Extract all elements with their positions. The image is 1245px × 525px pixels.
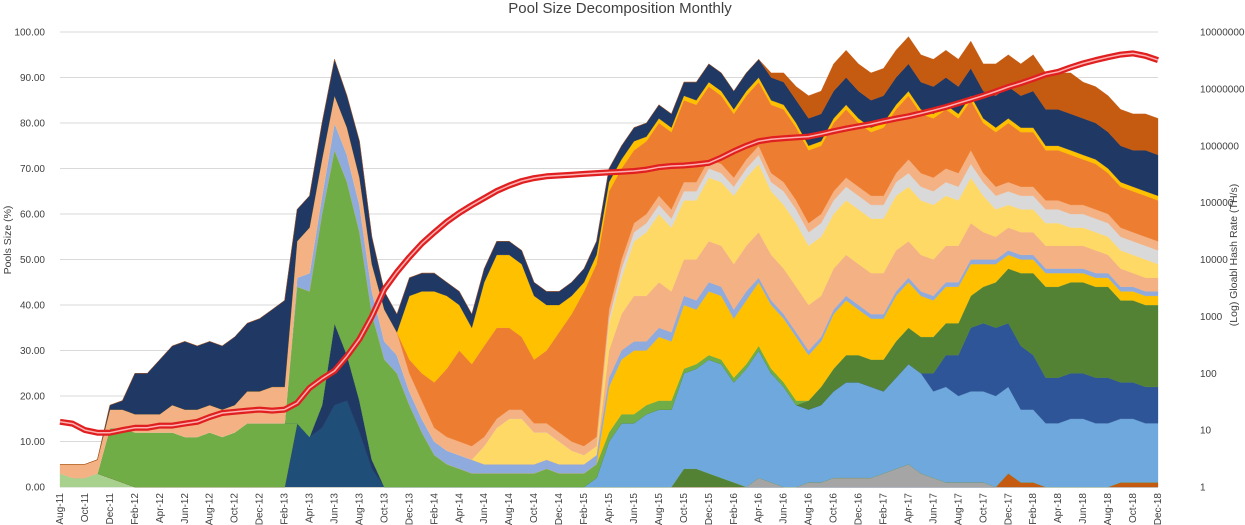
x-tick-label: Feb-16 bbox=[729, 493, 740, 525]
x-tick-label: Aug-18 bbox=[1103, 493, 1114, 525]
x-tick-label: Apr-17 bbox=[904, 493, 915, 523]
x-tick-label: Feb-14 bbox=[429, 493, 440, 525]
y2-tick-label: 10000000 bbox=[1200, 84, 1245, 95]
x-tick-label: Dec-14 bbox=[554, 493, 565, 525]
x-tick-label: Aug-11 bbox=[55, 493, 66, 525]
x-tick-label: Apr-18 bbox=[1053, 493, 1064, 523]
x-tick-label: Dec-16 bbox=[854, 493, 865, 525]
x-tick-label: Oct-12 bbox=[230, 493, 241, 523]
y2-tick-label: 100000 bbox=[1200, 198, 1234, 209]
x-tick-label: Aug-13 bbox=[355, 493, 366, 525]
x-tick-label: Dec-11 bbox=[105, 493, 116, 525]
y2-tick-label: 10 bbox=[1200, 426, 1212, 437]
x-tick-label: Oct-14 bbox=[529, 493, 540, 523]
hash-rate-line-inner bbox=[59, 52, 1159, 434]
x-tick-label: Jun-13 bbox=[330, 493, 341, 524]
stacked-areas bbox=[59, 36, 1159, 488]
x-tick-label: Feb-17 bbox=[879, 493, 890, 525]
x-tick-label: Feb-18 bbox=[1028, 493, 1039, 525]
y-tick-label: 60.00 bbox=[20, 210, 45, 221]
x-tick-label: Aug-17 bbox=[953, 493, 964, 525]
x-axis-ticks: Aug-11 Oct-11 Dec-11 Feb-12 Apr-12 Jun-12 Aug-… bbox=[55, 493, 1164, 525]
y-tick-label: 40.00 bbox=[20, 301, 45, 312]
y2-axis-ticks: 1 10 100 1000 10000 100000 1000000 10000000 1000… bbox=[1200, 28, 1245, 494]
y-tick-label: 50.00 bbox=[20, 255, 45, 266]
x-tick-label: Dec-15 bbox=[704, 493, 715, 525]
x-tick-label: Dec-13 bbox=[404, 493, 415, 525]
x-tick-label: Jun-14 bbox=[479, 493, 490, 524]
x-tick-label: Feb-12 bbox=[130, 493, 141, 525]
x-tick-label: Jun-12 bbox=[180, 493, 191, 524]
y2-tick-label: 1000 bbox=[1200, 312, 1223, 323]
x-tick-label: Jun-18 bbox=[1078, 493, 1089, 524]
x-tick-label: Apr-15 bbox=[604, 493, 615, 523]
x-tick-label: Oct-18 bbox=[1128, 493, 1139, 523]
chart-title: Pool Size Decomposition Monthly bbox=[508, 0, 732, 17]
y-tick-label: 100.00 bbox=[14, 28, 45, 39]
y2-tick-label: 100000000 bbox=[1200, 28, 1245, 39]
x-tick-label: Oct-13 bbox=[379, 493, 390, 523]
y2-tick-label: 100 bbox=[1200, 369, 1217, 380]
y2-tick-label: 10000 bbox=[1200, 255, 1228, 266]
x-tick-label: Apr-12 bbox=[155, 493, 166, 523]
x-tick-label: Aug-14 bbox=[504, 493, 515, 525]
y-tick-label: 20.00 bbox=[20, 392, 45, 403]
y-tick-label: 10.00 bbox=[20, 437, 45, 448]
y-tick-label: 0.00 bbox=[26, 483, 46, 494]
x-tick-label: Apr-14 bbox=[454, 493, 465, 523]
y2-axis-title: (Log) Gloabl Hash Rate (TH/s) bbox=[1228, 184, 1240, 326]
x-tick-label: Dec-18 bbox=[1153, 493, 1164, 525]
x-tick-label: Oct-15 bbox=[679, 493, 690, 523]
hash-rate-line bbox=[59, 50, 1159, 436]
x-tick-label: Jun-15 bbox=[629, 493, 640, 524]
x-tick-label: Dec-12 bbox=[255, 493, 266, 525]
x-tick-label: Aug-15 bbox=[654, 493, 665, 525]
x-tick-label: Jun-16 bbox=[779, 493, 790, 524]
y-tick-label: 80.00 bbox=[20, 119, 45, 130]
x-tick-label: Oct-16 bbox=[829, 493, 840, 523]
x-tick-label: Apr-13 bbox=[305, 493, 316, 523]
y-tick-label: 30.00 bbox=[20, 346, 45, 357]
x-tick-label: Oct-17 bbox=[978, 493, 989, 523]
y-tick-label: 90.00 bbox=[20, 73, 45, 84]
y-tick-label: 70.00 bbox=[20, 164, 45, 175]
y-axis-ticks: 0.00 10.00 20.00 30.00 40.00 50.00 60.00 70.00 8… bbox=[14, 28, 45, 494]
x-tick-label: Dec-17 bbox=[1003, 493, 1014, 525]
y2-tick-label: 1 bbox=[1200, 483, 1206, 494]
x-tick-label: Oct-11 bbox=[80, 493, 91, 523]
x-tick-label: Feb-15 bbox=[579, 493, 590, 525]
x-tick-label: Aug-16 bbox=[804, 493, 815, 525]
area-series-22 bbox=[60, 36, 1159, 465]
x-tick-label: Jun-17 bbox=[928, 493, 939, 524]
x-tick-label: Aug-12 bbox=[205, 493, 216, 525]
y-axis-title: Pools Size (%) bbox=[2, 206, 14, 275]
x-tick-label: Feb-13 bbox=[280, 493, 291, 525]
x-tick-label: Apr-16 bbox=[754, 493, 765, 523]
y2-tick-label: 1000000 bbox=[1200, 141, 1239, 152]
